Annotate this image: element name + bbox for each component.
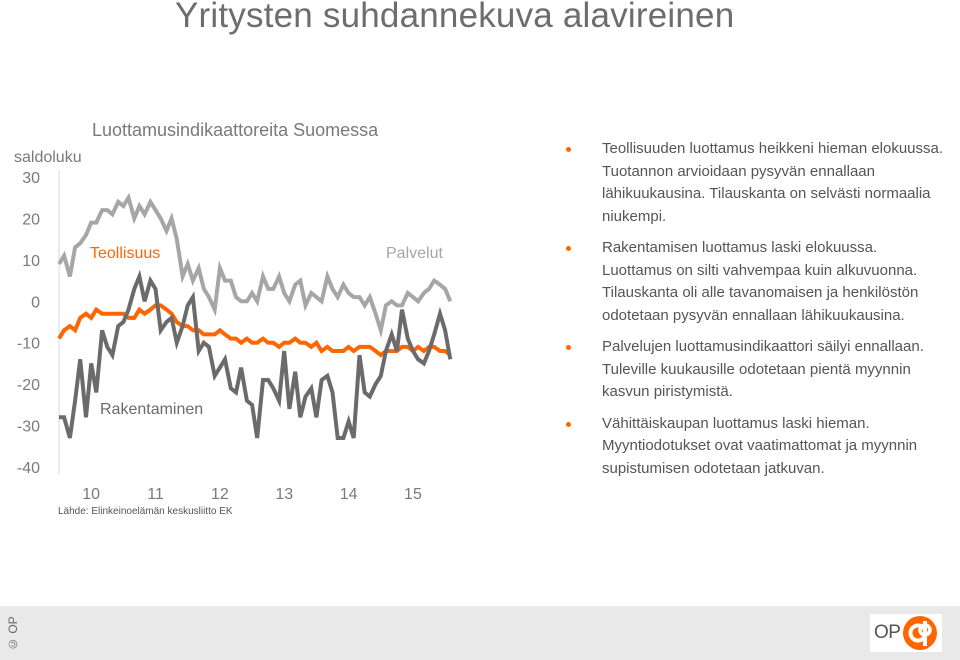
chart-title: Luottamusindikaattoreita Suomessa [92,120,379,140]
y-tick-label: -20 [17,377,40,394]
x-tick-label: 11 [147,486,164,503]
copyright-text: © OP [6,616,20,652]
op-logo-icon [903,616,938,650]
y-tick-label: -40 [17,460,40,477]
chart-source: Lähde: Elinkeinoelämän keskusliitto EK [58,506,233,517]
bullet-list: Teollisuuden luottamus heikkeni hieman e… [566,138,946,489]
y-tick-label: -10 [17,336,40,353]
bullet-text: Vähittäiskaupan luottamus laski hieman. … [602,414,918,477]
y-axis-label: saldoluku [14,149,82,166]
page-title: Yritysten suhdannekuva alavireinen [175,0,735,35]
bullet-text: Teollisuuden luottamus heikkeni hieman e… [602,140,944,225]
series-label-teollisuus: Teollisuus [90,245,160,262]
y-tick-label: 0 [31,294,40,311]
series-label-rakentaminen: Rakentaminen [100,401,203,418]
bullet-item: Palvelujen luottamusindikaattori säilyi … [566,336,946,404]
x-tick-label: 15 [404,486,422,503]
bullet-dot [566,345,571,350]
bullet-item: Rakentamisen luottamus laski elokuussa. … [566,237,946,327]
y-tick-label: 30 [22,170,40,187]
bullet-dot [566,421,571,427]
y-tick-label: -30 [17,419,40,436]
y-tick-label: 10 [22,253,40,270]
x-tick-label: 10 [82,486,100,503]
bullet-text: Rakentamisen luottamus laski elokuussa. … [602,239,919,324]
x-tick-label: 13 [275,486,293,503]
footer-bar: © OP OP [0,606,960,660]
bullet-item: Teollisuuden luottamus heikkeni hieman e… [566,138,946,228]
series-line-rakentaminen [59,269,453,440]
bullet-text: Palvelujen luottamusindikaattori säilyi … [602,338,924,400]
y-tick-labels: 30 20 10 0 -10 -20 -30 -40 [17,170,40,477]
bullet-item: Vähittäiskaupan luottamus laski hieman. … [566,413,946,481]
x-tick-label: 14 [340,486,358,503]
bullet-dot [566,147,571,152]
y-tick-label: 20 [22,211,40,228]
series-line-palvelut [57,192,453,339]
x-tick-labels: 10 11 12 13 14 15 [82,486,422,503]
logo-text: OP [874,622,901,643]
bullet-dot [566,246,571,251]
op-logo: OP [870,614,942,652]
line-chart: Luottamusindikaattoreita Suomessa saldol… [14,120,453,517]
series-layer [57,192,453,440]
series-label-palvelut: Palvelut [386,245,443,262]
x-tick-label: 12 [211,486,229,503]
